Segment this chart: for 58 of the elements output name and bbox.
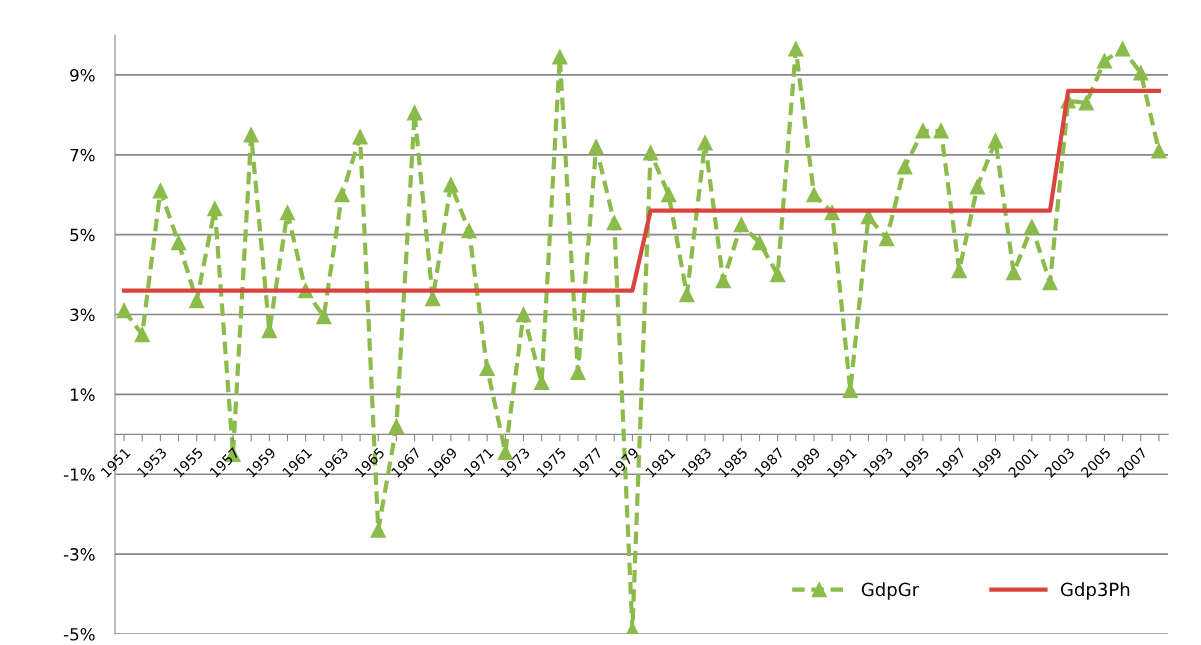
point	[751, 235, 768, 251]
y-tick-label: -1%	[63, 468, 95, 481]
y-tick-label: 5%	[70, 228, 95, 242]
point	[152, 183, 169, 199]
point	[1006, 264, 1022, 281]
point	[1151, 143, 1167, 159]
y-tick-label: 1%	[70, 388, 95, 401]
point	[1133, 65, 1149, 81]
point	[552, 49, 568, 65]
point	[770, 266, 786, 283]
legend-label: GdpGr	[861, 582, 920, 600]
y-tick-label: 9%	[70, 68, 95, 82]
point	[661, 187, 677, 203]
point	[588, 139, 604, 155]
point	[334, 187, 350, 203]
point	[1042, 274, 1058, 291]
point	[189, 292, 205, 309]
point	[352, 129, 368, 145]
y-tick-label: 7%	[70, 148, 95, 162]
point	[443, 177, 459, 193]
point	[933, 123, 949, 139]
point	[170, 235, 187, 251]
point	[1078, 95, 1094, 111]
point	[915, 123, 931, 139]
point	[406, 105, 423, 121]
point	[897, 159, 913, 175]
point	[316, 308, 332, 325]
y-tick-label: -5%	[63, 627, 95, 641]
point	[243, 127, 259, 143]
point	[878, 231, 895, 247]
point	[733, 217, 749, 233]
point	[570, 364, 586, 381]
point	[606, 215, 622, 231]
point	[806, 187, 822, 203]
point	[987, 133, 1004, 149]
point	[1024, 219, 1040, 235]
point	[370, 522, 386, 538]
point	[116, 302, 132, 319]
point	[788, 41, 804, 57]
point	[479, 360, 495, 377]
y-tick-label: 3%	[70, 308, 95, 322]
point	[1096, 53, 1113, 69]
point	[697, 135, 713, 151]
y-tick-label: -3%	[63, 548, 95, 561]
point	[679, 286, 695, 303]
point	[715, 272, 731, 289]
point	[388, 418, 405, 434]
point	[515, 306, 532, 323]
point	[969, 179, 986, 195]
point	[461, 223, 477, 239]
point	[642, 145, 659, 161]
point	[207, 201, 223, 217]
point	[1114, 41, 1131, 57]
point	[951, 262, 967, 279]
legend-label: Gdp3Ph	[1060, 582, 1130, 600]
point	[279, 205, 296, 221]
point	[134, 326, 150, 343]
point	[860, 209, 877, 225]
